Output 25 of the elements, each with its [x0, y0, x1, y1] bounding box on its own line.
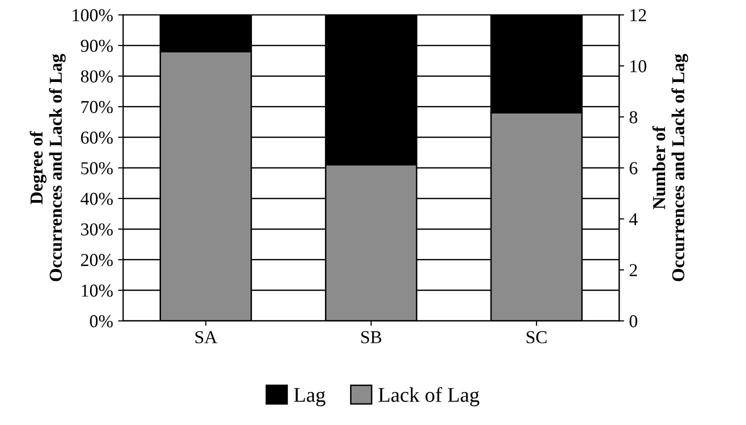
- y-tick-label: 40%: [80, 192, 113, 205]
- y-tick-label: 30%: [81, 223, 113, 236]
- y2-tick-label: 8: [630, 111, 638, 124]
- y-axis-title: Degree of Occurrences and Lack of Lag: [30, 54, 66, 282]
- x-tick-label: SB: [361, 331, 382, 344]
- y-tick-label: 60%: [81, 132, 113, 144]
- y2-axis-title: Number of Occurrences and Lack of Lag: [652, 54, 688, 282]
- y-tick-label: 0%: [90, 315, 113, 328]
- y2-tick-label: 12: [630, 9, 646, 22]
- y2-tick-label: 10: [630, 60, 646, 72]
- legend-label: Lag: [294, 388, 326, 406]
- y-tick-label: 80%: [80, 70, 113, 83]
- y2-tick-label: 6: [630, 162, 638, 174]
- x-tick-label: SA: [195, 331, 218, 344]
- y-tick-label: 50%: [81, 162, 113, 174]
- legend-label: Lack of Lag: [378, 387, 480, 406]
- y-tick-label: 70%: [81, 100, 113, 114]
- y-tick-label: 10%: [82, 284, 113, 297]
- y-tick-label: 90%: [80, 40, 113, 52]
- y-tick-label: 100%: [72, 9, 113, 22]
- y-tick-label: 20%: [81, 254, 113, 266]
- y2-tick-label: 2: [630, 264, 637, 276]
- y2-tick-label: 4: [629, 213, 638, 226]
- x-tick-label: SC: [526, 331, 547, 344]
- y2-tick-label: 0: [630, 315, 638, 328]
